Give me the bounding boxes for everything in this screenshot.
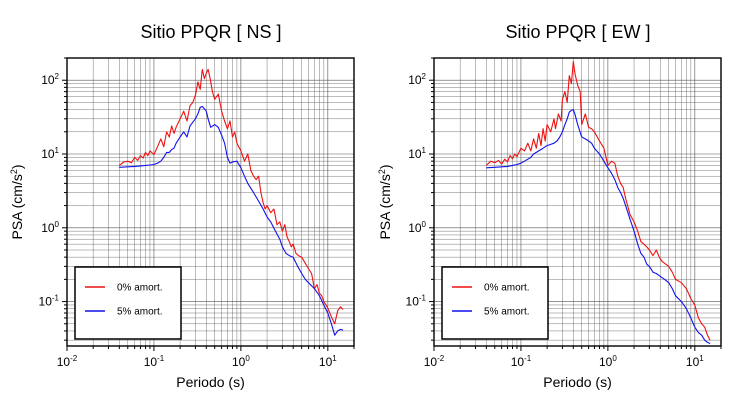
x-tick-label: 100	[232, 354, 250, 369]
y-tick-label: 101	[41, 146, 59, 161]
series-line-damped	[486, 109, 711, 345]
legend-box	[441, 266, 549, 340]
legend-box	[74, 266, 182, 340]
y-tick-label: 102	[41, 72, 59, 87]
legend-label: 0% amort.	[117, 283, 163, 294]
y-tick-label: 100	[408, 220, 426, 235]
series-line-undamped	[485, 60, 711, 341]
chart-panel-1: 10-2 10-1 100 101 10-1 100 101 102 Sitio PPQR [ …	[9, 22, 355, 390]
x-tick-label: 10-2	[57, 354, 78, 369]
y-tick-label: 102	[408, 72, 426, 87]
legend-label: 5% amort.	[117, 307, 163, 318]
x-tick-label: 10-1	[511, 354, 532, 369]
plot-frame	[433, 57, 722, 347]
series-line-damped	[119, 105, 344, 336]
x-axis-label: Periodo (s)	[176, 374, 244, 390]
y-axis-label: PSA (cm/s2)	[377, 164, 393, 239]
x-tick-label: 101	[319, 354, 337, 369]
plot-frame	[66, 57, 355, 347]
y-axis-label: PSA (cm/s2)	[9, 164, 25, 239]
legend: 0% amort. 5% amort.	[441, 266, 549, 340]
y-tick-label: 100	[41, 220, 59, 235]
legend: 0% amort. 5% amort.	[74, 266, 182, 340]
series-line-undamped	[118, 68, 344, 325]
x-tick-label: 101	[686, 354, 704, 369]
legend-label: 0% amort.	[484, 283, 530, 294]
y-tick-label: 10-1	[39, 294, 60, 309]
chart-panel-2: 10-2 10-1 100 101 10-1 100 101 102 Sitio PPQR [ …	[377, 22, 722, 390]
chart-title: Sitio PPQR [ NS ]	[140, 22, 281, 42]
chart-title: Sitio PPQR [ EW ]	[505, 22, 650, 42]
x-tick-label: 100	[599, 354, 617, 369]
y-tick-label: 101	[408, 146, 426, 161]
x-tick-label: 10-2	[424, 354, 445, 369]
legend-label: 5% amort.	[484, 307, 530, 318]
y-tick-label: 10-1	[406, 294, 427, 309]
x-tick-label: 10-1	[144, 354, 165, 369]
x-axis-label: Periodo (s)	[543, 374, 611, 390]
